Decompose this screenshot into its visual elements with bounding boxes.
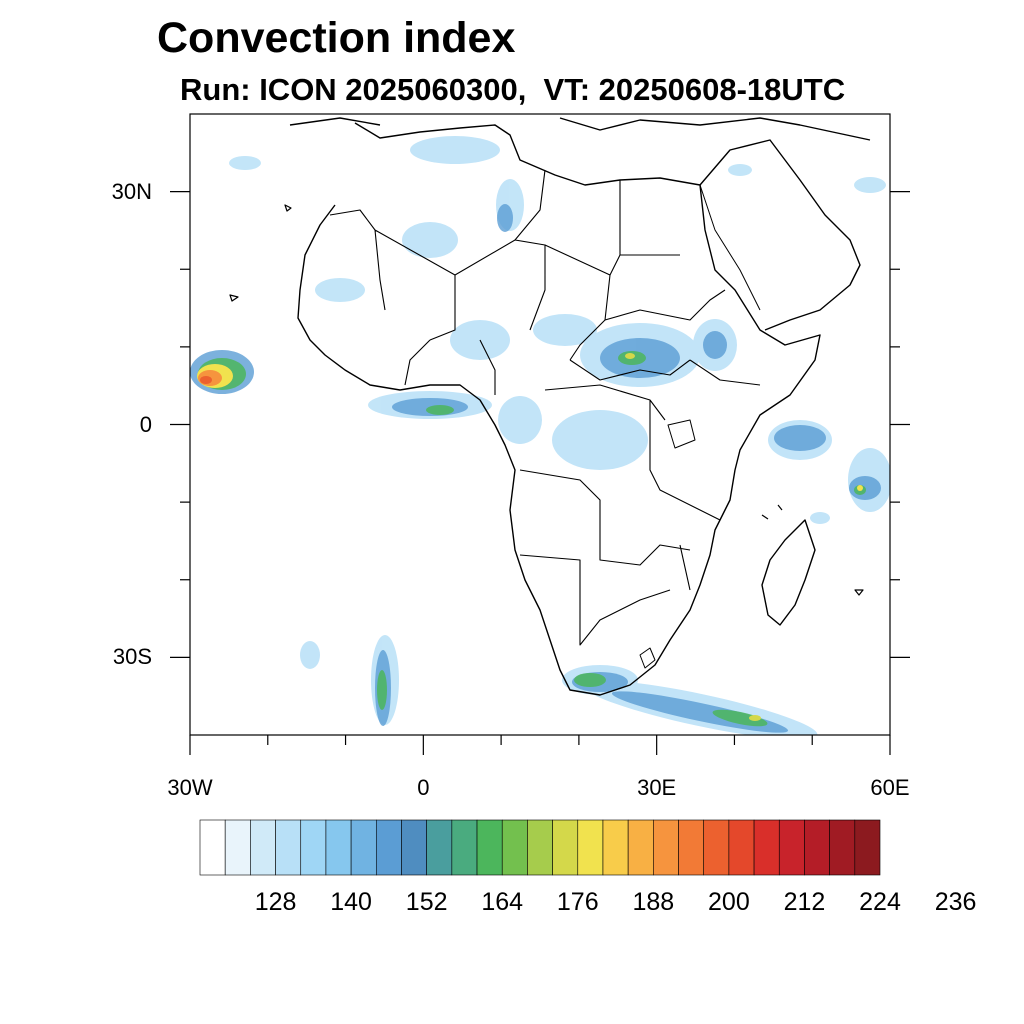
colorbar-swatch bbox=[451, 819, 478, 876]
colorbar-tick-label: 200 bbox=[708, 888, 750, 916]
arabian-peninsula-coastline bbox=[699, 139, 861, 331]
chart-title: Convection index bbox=[157, 14, 516, 62]
small-islands bbox=[229, 204, 864, 596]
colorbar-swatch bbox=[527, 819, 553, 876]
lesotho-border bbox=[639, 647, 656, 669]
colorbar-tick-label: 140 bbox=[330, 888, 372, 916]
colorbar-swatch bbox=[375, 819, 402, 876]
colorbar-swatch bbox=[778, 819, 805, 876]
colorbar-tick-label: 128 bbox=[254, 888, 297, 916]
medium-convection-areas bbox=[190, 204, 881, 733]
chart-subtitle: Run: ICON 2025060300, VT: 20250608-18UTC bbox=[180, 72, 846, 107]
colorbar-swatch bbox=[728, 819, 755, 876]
colorbar-swatch bbox=[325, 819, 352, 876]
colorbar-swatch bbox=[552, 819, 579, 876]
lat-tick-label: 30N bbox=[111, 178, 152, 204]
colorbar-swatch bbox=[224, 819, 251, 876]
country-borders bbox=[329, 169, 761, 646]
colorbar-swatch bbox=[300, 819, 327, 876]
coastlines-and-borders bbox=[229, 117, 871, 696]
colorbar-swatch bbox=[250, 819, 276, 876]
red-sea-coast bbox=[699, 184, 761, 311]
colorbar-swatch bbox=[854, 819, 881, 876]
colorbar-tick-label: 176 bbox=[556, 888, 599, 916]
colorbar-swatch bbox=[476, 819, 503, 876]
colorbar-tick-label: 152 bbox=[405, 888, 448, 916]
lon-tick-label: 30E bbox=[637, 775, 677, 800]
europe-coastline bbox=[289, 117, 871, 141]
lon-tick-label: 60E bbox=[870, 775, 910, 800]
madagascar-coastline bbox=[761, 519, 816, 626]
intense-convection-areas bbox=[197, 353, 863, 721]
colorbar-swatch bbox=[199, 819, 226, 876]
lat-tick-label: 0 bbox=[139, 411, 152, 437]
lon-tick-label: 0 bbox=[417, 775, 430, 800]
colorbar-swatch bbox=[653, 819, 679, 876]
axis-ticks bbox=[170, 191, 910, 755]
lat-tick-label: 30S bbox=[112, 644, 152, 670]
colorbar-tick-label: 188 bbox=[632, 888, 675, 916]
colorbar-swatch bbox=[602, 819, 629, 876]
colorbar bbox=[199, 819, 881, 876]
colorbar-swatch bbox=[678, 819, 705, 876]
colorbar-tick-label: 224 bbox=[859, 888, 901, 916]
colorbar-swatch bbox=[275, 819, 302, 876]
colorbar-tick-label: 164 bbox=[481, 888, 524, 916]
colorbar-swatch bbox=[703, 819, 730, 876]
lake-victoria bbox=[667, 419, 696, 449]
convection-field bbox=[190, 136, 890, 735]
colorbar-swatch bbox=[401, 819, 427, 876]
lon-tick-label: 30W bbox=[167, 775, 213, 800]
colorbar-swatch bbox=[753, 819, 780, 876]
colorbar-tick-label: 212 bbox=[783, 888, 826, 916]
colorbar-swatch bbox=[350, 819, 377, 876]
colorbar-swatch bbox=[501, 819, 528, 876]
colorbar-swatch bbox=[829, 819, 856, 876]
colorbar-swatch bbox=[426, 819, 453, 876]
colorbar-tick-label: 236 bbox=[934, 888, 977, 916]
colorbar-swatch bbox=[804, 819, 830, 876]
colorbar-swatch bbox=[627, 819, 654, 876]
colorbar-swatch bbox=[577, 819, 604, 876]
